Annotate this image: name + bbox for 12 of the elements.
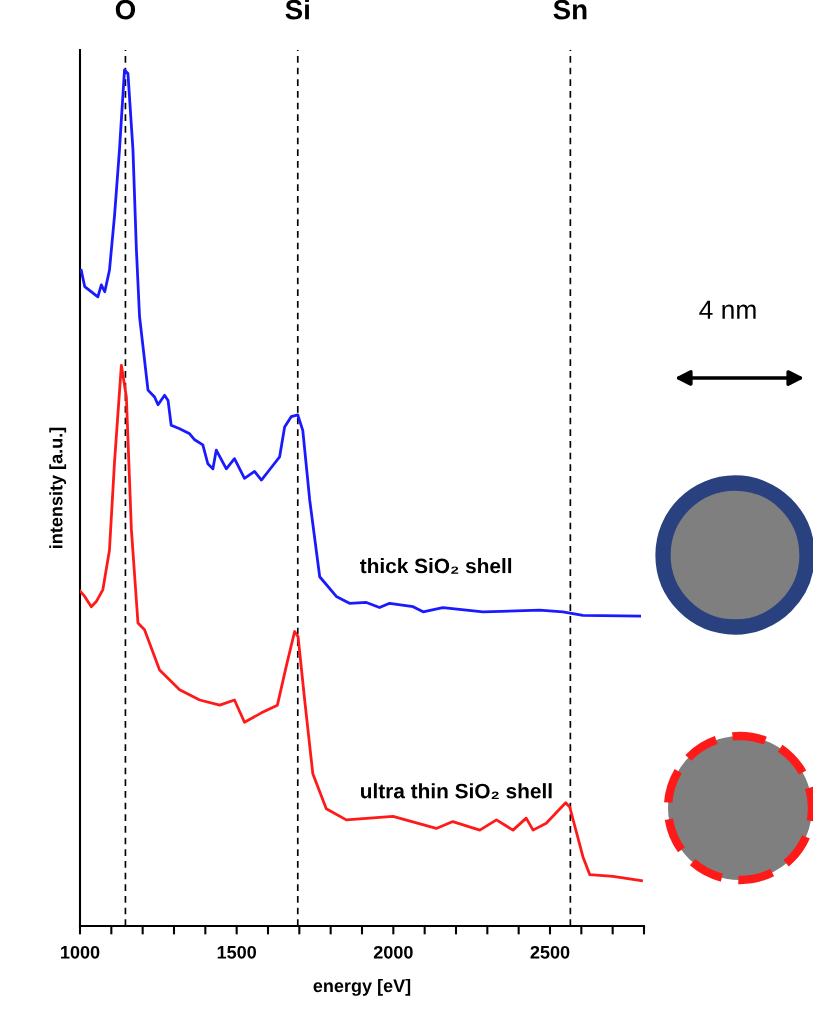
x-tick-label: 1000: [61, 945, 100, 959]
x-tick-label: 2000: [373, 945, 413, 959]
ref-line-label: Si: [285, 0, 309, 20]
y-axis-title: intensity [a.u.]: [49, 427, 67, 548]
x-axis-title: energy [eV]: [313, 978, 411, 996]
text: 4 nm: [699, 300, 756, 319]
ref-line-label: O: [115, 0, 136, 20]
series-label: ultra thin SiO₂ shell: [361, 783, 552, 799]
x-tick-label: 2500: [530, 945, 570, 959]
x-tick-label: 1500: [217, 945, 257, 959]
ref-line-label: Sn: [553, 0, 587, 20]
series-label: thick SiO₂ shell: [360, 558, 512, 574]
